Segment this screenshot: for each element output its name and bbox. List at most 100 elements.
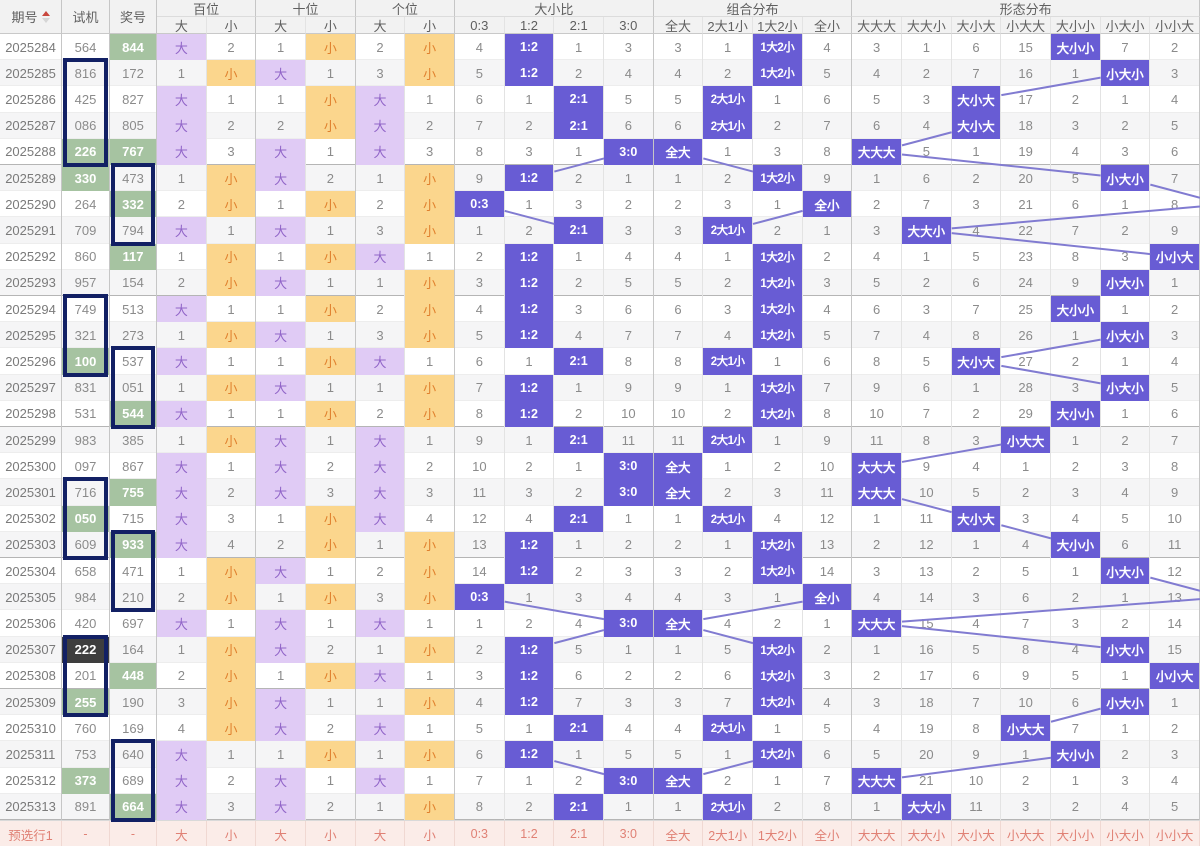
miss-count-cell: 10 bbox=[654, 400, 704, 427]
shiji-cell: 860 bbox=[62, 243, 110, 270]
miss-count-cell: 1 bbox=[256, 348, 306, 375]
preselect-cell[interactable]: 小大小 bbox=[1101, 821, 1151, 846]
miss-count-cell: 3 bbox=[1101, 767, 1151, 794]
hit-cell: 0:3 bbox=[455, 584, 505, 611]
miss-count-cell: 3 bbox=[852, 689, 902, 716]
preselect-cell[interactable]: 小大大 bbox=[1001, 821, 1051, 846]
miss-count-cell: 4 bbox=[554, 610, 604, 637]
miss-count-cell: 5 bbox=[703, 636, 753, 663]
preselect-row: 预选行1- - 大小大小大小 0:3 1:2 2:1 3:0 全大 2大1小 1大2小 全小 大大大大… bbox=[0, 820, 1200, 846]
miss-count-cell: 1 bbox=[207, 453, 257, 480]
column-header-fixed[interactable]: 期号 bbox=[0, 0, 62, 34]
sort-icon[interactable] bbox=[41, 10, 50, 23]
miss-count-cell: 2 bbox=[902, 269, 952, 296]
preselect-jiang[interactable]: - bbox=[110, 821, 157, 846]
preselect-cell[interactable]: 小小大 bbox=[1150, 821, 1200, 846]
miss-count-cell: 2 bbox=[703, 767, 753, 794]
miss-count-cell: 1 bbox=[157, 427, 207, 454]
hit-cell: 1大2小 bbox=[753, 269, 803, 296]
preselect-cell[interactable]: 小 bbox=[207, 821, 257, 846]
preselect-cell[interactable]: 小 bbox=[405, 821, 455, 846]
miss-count-cell: 5 bbox=[654, 741, 704, 768]
column-group-header: 形态分布 bbox=[852, 0, 1200, 17]
miss-count-cell: 1 bbox=[753, 86, 803, 113]
miss-count-cell: 3 bbox=[1150, 60, 1200, 87]
miss-count-cell: 3 bbox=[852, 217, 902, 244]
miss-count-cell: 2 bbox=[703, 165, 753, 192]
hit-cell: 1大2小 bbox=[753, 558, 803, 585]
preselect-cell[interactable]: 大小大 bbox=[952, 821, 1002, 846]
miss-count-cell: 3 bbox=[753, 479, 803, 506]
preselect-cell[interactable]: 0:3 bbox=[455, 821, 505, 846]
hit-cell: 大 bbox=[256, 610, 306, 637]
jiang-cell: 471 bbox=[110, 558, 157, 585]
preselect-cell[interactable]: 2:1 bbox=[554, 821, 604, 846]
miss-count-cell: 1 bbox=[852, 636, 902, 663]
table-row: 2025291 709 794 大 1 大 1 3 小 1 2 2:1 3 3 2大1小 2 1 3 大大小 4 22 7… bbox=[0, 217, 1200, 244]
hit-cell: 小 bbox=[405, 374, 455, 401]
hit-cell: 小 bbox=[206, 715, 257, 742]
miss-count-cell: 2 bbox=[1051, 348, 1101, 375]
miss-count-cell: 21 bbox=[1001, 191, 1051, 218]
miss-count-cell: 1 bbox=[1150, 269, 1200, 296]
miss-count-cell: 2 bbox=[1101, 112, 1151, 139]
preselect-cell[interactable]: 全大 bbox=[654, 821, 704, 846]
miss-count-cell: 6 bbox=[703, 662, 753, 689]
preselect-cell[interactable]: 1大2小 bbox=[753, 821, 803, 846]
miss-count-cell: 3 bbox=[753, 138, 803, 165]
period-cell: 2025287 bbox=[0, 112, 62, 139]
miss-count-cell: 1 bbox=[256, 86, 306, 113]
miss-count-cell: 1 bbox=[455, 610, 505, 637]
preselect-cell[interactable]: 大 bbox=[157, 821, 207, 846]
miss-count-cell: 3 bbox=[207, 138, 257, 165]
table-row: 2025296 100 537 大 1 1 小大 1 6 1 2:1 8 8 2大1小 1 6 8 5 大小大 27 2… bbox=[0, 348, 1200, 375]
hit-cell: 1大2小 bbox=[753, 165, 803, 192]
table-row: 2025289 330 473 1 小大 2 1 小 9 1:2 2 1 1 2 1大2小 9 1 6 2 20 5 小大… bbox=[0, 165, 1200, 192]
shiji-cell: 983 bbox=[62, 427, 110, 454]
miss-count-cell: 1 bbox=[1001, 741, 1051, 768]
preselect-cell[interactable]: 大大大 bbox=[852, 821, 902, 846]
period-cell: 2025298 bbox=[0, 400, 62, 427]
miss-count-cell: 12 bbox=[902, 531, 952, 558]
preselect-cell[interactable]: 小 bbox=[306, 821, 356, 846]
jiang-cell: 827 bbox=[110, 86, 157, 113]
hit-cell: 全小 bbox=[802, 584, 853, 611]
hit-cell: 小 bbox=[306, 662, 356, 689]
miss-count-cell: 1 bbox=[207, 741, 257, 768]
preselect-cell[interactable]: 大 bbox=[356, 821, 406, 846]
column-header: 全大 bbox=[653, 17, 704, 34]
preselect-cell[interactable]: 3:0 bbox=[604, 821, 654, 846]
hit-cell: 大 bbox=[355, 138, 406, 165]
miss-count-cell: 1 bbox=[207, 400, 257, 427]
column-header: 大 bbox=[256, 17, 306, 34]
shiji-cell: 891 bbox=[62, 793, 110, 820]
miss-count-cell: 10 bbox=[1001, 689, 1051, 716]
hit-cell: 小 bbox=[206, 558, 257, 585]
hit-cell: 小 bbox=[206, 662, 257, 689]
miss-count-cell: 11 bbox=[654, 427, 704, 454]
hit-cell: 小大小 bbox=[1100, 269, 1151, 296]
miss-count-cell: 1 bbox=[1101, 715, 1151, 742]
preselect-cell[interactable]: 2大1小 bbox=[703, 821, 753, 846]
hit-cell: 1:2 bbox=[504, 243, 555, 270]
preselect-cell[interactable]: 大小小 bbox=[1051, 821, 1101, 846]
preselect-shiji[interactable]: - bbox=[62, 821, 110, 846]
miss-count-cell: 1 bbox=[554, 138, 604, 165]
miss-count-cell: 6 bbox=[952, 662, 1002, 689]
column-group-header: 大小比 bbox=[455, 0, 654, 17]
preselect-cell[interactable]: 大 bbox=[256, 821, 306, 846]
miss-count-cell: 4 bbox=[1051, 636, 1101, 663]
jiang-cell: 169 bbox=[110, 715, 157, 742]
preselect-cell[interactable]: 大大小 bbox=[902, 821, 952, 846]
hit-cell: 小 bbox=[405, 689, 455, 716]
preselect-cell[interactable]: 1:2 bbox=[505, 821, 555, 846]
miss-count-cell: 19 bbox=[1001, 138, 1051, 165]
miss-count-cell: 6 bbox=[852, 112, 902, 139]
miss-count-cell: 8 bbox=[604, 348, 654, 375]
hit-cell: 1:2 bbox=[504, 296, 555, 323]
miss-count-cell: 2 bbox=[1101, 217, 1151, 244]
miss-count-cell: 5 bbox=[455, 60, 505, 87]
jiang-cell: 448 bbox=[110, 662, 157, 689]
miss-count-cell: 2 bbox=[703, 400, 753, 427]
preselect-cell[interactable]: 全小 bbox=[803, 821, 853, 846]
